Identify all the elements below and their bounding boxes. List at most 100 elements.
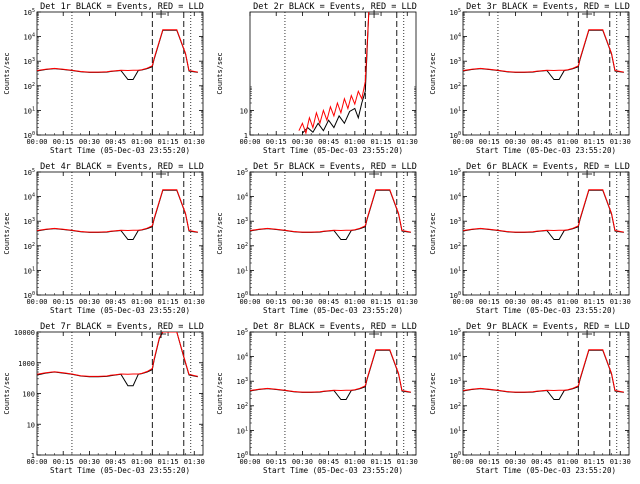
x-tick-label: 01:00 xyxy=(557,138,578,146)
panel-det-5r: Det 5r BLACK = Events, RED = LLD 100 101 10… xyxy=(216,162,418,315)
x-axis-label: Start Time (05-Dec-03 23:55:20) xyxy=(476,146,616,155)
x-tick-label: 00:45 xyxy=(318,138,339,146)
x-tick-label: 00:45 xyxy=(105,138,126,146)
x-tick-label: 00:45 xyxy=(318,458,339,466)
y-tick-label: 103 xyxy=(450,377,461,386)
x-axis-label: Start Time (05-Dec-03 23:55:20) xyxy=(50,306,190,315)
y-tick-label: 104 xyxy=(450,33,461,42)
series-lld-line xyxy=(463,29,624,73)
x-tick-label: 00:45 xyxy=(318,298,339,306)
y-axis-label: Counts/sec xyxy=(3,52,11,94)
x-axis-label: Start Time (05-Dec-03 23:55:20) xyxy=(50,146,190,155)
y-tick-label: 101 xyxy=(237,426,248,435)
panel-det-9r: Det 9r BLACK = Events, RED = LLD 100 101 10… xyxy=(429,322,631,475)
y-tick-label: 100 xyxy=(450,131,461,140)
x-tick-label: 00:15 xyxy=(479,298,500,306)
y-tick-label: 102 xyxy=(24,242,35,251)
x-tick-label: 00:45 xyxy=(105,298,126,306)
x-tick-label: 01:00 xyxy=(131,298,152,306)
y-tick-label: 100 xyxy=(24,291,35,300)
y-tick-label: 100 xyxy=(450,451,461,460)
x-tick-label: 01:15 xyxy=(584,458,605,466)
y-tick-label: 101 xyxy=(450,426,461,435)
x-tick-label: 00:30 xyxy=(505,298,526,306)
y-axis-label: Counts/sec xyxy=(429,372,437,414)
y-tick-label: 103 xyxy=(24,217,35,226)
x-tick-label: 00:00 xyxy=(239,138,260,146)
x-tick-label: 00:30 xyxy=(79,458,100,466)
series-events-line xyxy=(250,349,411,400)
y-tick-label: 101 xyxy=(450,266,461,275)
panel-title: Det 2r BLACK = Events, RED = LLD xyxy=(253,2,417,12)
y-tick-label: 100 xyxy=(237,451,248,460)
x-axis-label: Start Time (05-Dec-03 23:55:20) xyxy=(263,466,403,475)
x-tick-label: 01:30 xyxy=(610,458,631,466)
x-tick-label: 01:00 xyxy=(557,458,578,466)
y-tick-label: 101 xyxy=(237,266,248,275)
x-tick-label: 01:00 xyxy=(344,458,365,466)
panel-det-1r: Det 1r BLACK = Events, RED = LLD 100 101 10… xyxy=(3,2,205,155)
x-tick-label: 01:15 xyxy=(371,138,392,146)
x-tick-label: 00:30 xyxy=(292,138,313,146)
series-events-line xyxy=(37,189,198,240)
y-tick-label: 102 xyxy=(450,82,461,91)
axes-frame xyxy=(462,171,630,296)
y-tick-label: 1 xyxy=(244,132,248,140)
y-tick-label: 103 xyxy=(237,217,248,226)
series-lld-line xyxy=(250,189,411,233)
x-tick-label: 01:15 xyxy=(584,138,605,146)
panel-det-7r: Det 7r BLACK = Events, RED = LLD 1 10 100 10… xyxy=(3,322,205,475)
y-axis-label: Counts/sec xyxy=(216,52,224,94)
x-tick-label: 00:15 xyxy=(53,458,74,466)
x-tick-label: 00:30 xyxy=(79,138,100,146)
y-tick-label: 10 xyxy=(240,107,248,115)
x-tick-label: 01:00 xyxy=(131,138,152,146)
x-tick-label: 00:45 xyxy=(105,458,126,466)
y-axis-label: Counts/sec xyxy=(3,212,11,254)
y-tick-label: 102 xyxy=(237,242,248,251)
x-tick-label: 00:30 xyxy=(505,138,526,146)
x-tick-label: 00:45 xyxy=(531,298,552,306)
series-events-line xyxy=(302,12,370,134)
panel-title: Det 9r BLACK = Events, RED = LLD xyxy=(466,322,630,332)
x-tick-label: 00:15 xyxy=(53,298,74,306)
y-tick-label: 105 xyxy=(450,328,461,337)
y-tick-label: 103 xyxy=(450,57,461,66)
y-tick-label: 100 xyxy=(450,291,461,300)
series-events-line xyxy=(463,189,624,240)
panel-title: Det 6r BLACK = Events, RED = LLD xyxy=(466,162,630,172)
panel-title: Det 1r BLACK = Events, RED = LLD xyxy=(40,2,204,12)
y-tick-label: 1 xyxy=(31,452,35,460)
x-tick-label: 00:00 xyxy=(452,458,473,466)
series-lld-line xyxy=(298,12,370,135)
series-lld-line xyxy=(250,349,411,393)
y-tick-label: 100 xyxy=(24,131,35,140)
axes-frame xyxy=(36,171,204,296)
y-tick-label: 102 xyxy=(237,402,248,411)
x-tick-label: 01:30 xyxy=(397,298,418,306)
y-tick-label: 105 xyxy=(24,8,35,17)
axes-frame xyxy=(36,11,204,136)
y-tick-label: 100 xyxy=(22,391,35,399)
axes-frame xyxy=(462,331,630,456)
y-tick-label: 105 xyxy=(237,328,248,337)
y-tick-label: 102 xyxy=(450,402,461,411)
y-axis-label: Counts/sec xyxy=(3,372,11,414)
x-tick-label: 01:30 xyxy=(184,298,205,306)
axes-frame xyxy=(462,11,630,136)
y-tick-label: 102 xyxy=(24,82,35,91)
y-axis-label: Counts/sec xyxy=(429,52,437,94)
y-tick-label: 104 xyxy=(237,353,248,362)
x-tick-label: 00:00 xyxy=(452,298,473,306)
x-tick-label: 00:00 xyxy=(26,298,47,306)
y-tick-label: 104 xyxy=(24,33,35,42)
x-tick-label: 00:30 xyxy=(292,298,313,306)
x-axis-label: Start Time (05-Dec-03 23:55:20) xyxy=(263,306,403,315)
series-lld-line xyxy=(37,29,198,73)
y-tick-label: 104 xyxy=(450,193,461,202)
x-tick-label: 00:00 xyxy=(239,298,260,306)
x-tick-label: 01:15 xyxy=(371,458,392,466)
y-tick-label: 10 xyxy=(27,421,35,429)
x-tick-label: 01:00 xyxy=(557,298,578,306)
